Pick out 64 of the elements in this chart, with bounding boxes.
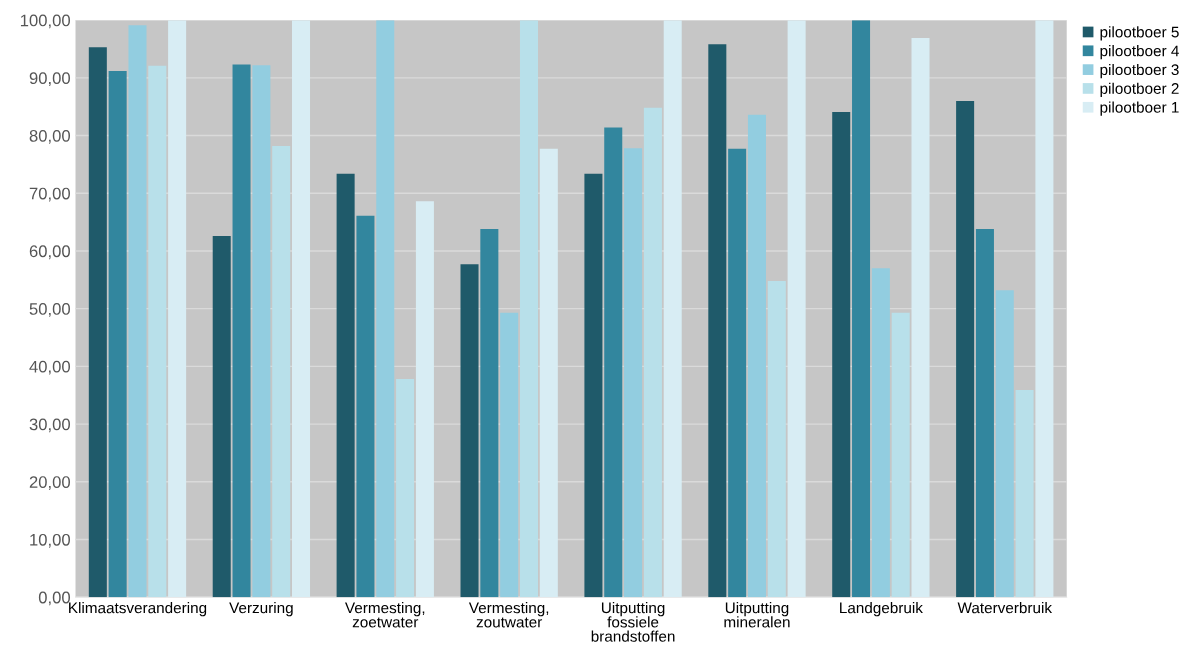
bar [728,148,747,598]
bar [995,290,1014,598]
bar [767,280,786,598]
bar [787,20,806,598]
bar [663,20,682,598]
bar [232,64,251,598]
bar [604,127,623,598]
bar [747,114,766,598]
y-tick-label: 90,00 [29,72,71,87]
bar [975,229,994,598]
x-tick-label: Klimaatsverandering [69,602,207,617]
bar [460,264,479,598]
y-tick-label: 30,00 [29,418,71,433]
bar [584,173,603,598]
bar [708,44,727,598]
legend-label: pilootboer 4 [1100,45,1179,60]
bar [148,65,167,598]
x-tick-label: Uitputting mineralen [724,602,790,628]
x-tick-label: Vermesting, zoetwater [345,602,425,628]
bar [212,235,231,598]
bar [376,20,395,598]
y-tick-label: 0,00 [38,591,71,606]
x-tick-label: Landgebruik [840,602,923,617]
y-tick-label: 50,00 [29,303,71,317]
bar [1015,390,1034,598]
legend-label: pilootboer 3 [1100,63,1179,79]
bar [415,201,434,598]
bar [643,107,662,598]
y-tick-label: 40,00 [29,360,71,375]
bar [108,70,127,598]
bar [500,312,519,598]
x-tick-label: Uitputting fossiele brandstoffen [591,602,675,642]
bar [356,215,375,598]
y-tick-label: 100,00 [20,14,71,29]
x-tick-label: Waterverbruik [957,602,1053,614]
x-tick-label: Vermesting, zoutwater [468,602,549,628]
bar [88,47,107,598]
bar [292,20,311,598]
bar [891,312,910,598]
bar [956,100,975,598]
bar [624,148,643,598]
bar [832,111,851,598]
bar [539,148,558,598]
y-tick-label: 80,00 [29,129,71,144]
bar [852,20,871,598]
bar [480,229,499,598]
bar [911,38,930,598]
x-tick-label: Verzuring [229,602,293,617]
legend-label: pilootboer 5 [1100,26,1179,41]
bar [272,145,291,598]
bar [336,173,355,598]
y-tick-label: 70,00 [29,187,71,202]
bar [128,25,147,598]
bar [871,268,890,598]
legend-label: pilootboer 1 [1100,101,1179,116]
y-tick-label: 60,00 [29,245,71,260]
bar [168,20,187,598]
bar [252,65,271,598]
legend-label: pilootboer 2 [1100,82,1179,97]
bar [1035,20,1054,598]
y-tick-label: 10,00 [30,533,71,548]
y-tick-label: 20,00 [29,476,71,490]
bar [396,379,415,598]
bar [519,20,538,598]
